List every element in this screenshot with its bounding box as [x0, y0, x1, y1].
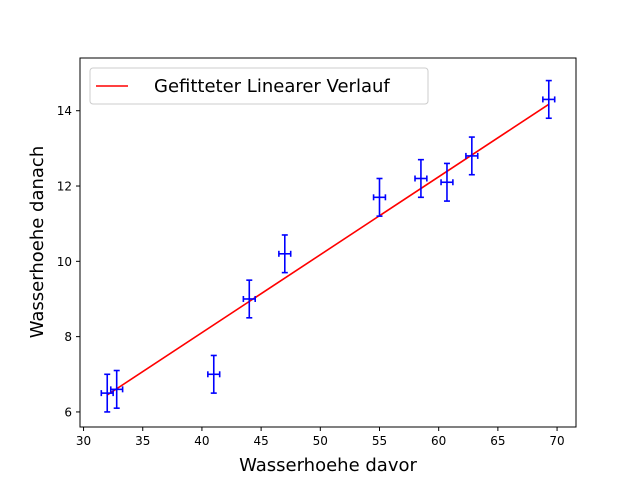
- y-tick-label: 14: [57, 104, 72, 118]
- data-point: [414, 158, 428, 199]
- x-tick-label: 45: [253, 434, 268, 448]
- data-point: [542, 79, 556, 120]
- x-tick-label: 60: [431, 434, 446, 448]
- y-tick-label: 6: [64, 405, 72, 419]
- legend-box: [89, 67, 429, 105]
- plot-area: [100, 79, 556, 413]
- data-point: [100, 373, 114, 413]
- legend-label: Gefitteter Linearer Verlauf: [154, 76, 390, 97]
- axes-frame: [79, 57, 577, 428]
- legend: Gefitteter Linearer Verlauf: [89, 67, 429, 105]
- data-point: [465, 136, 479, 176]
- data-point: [278, 234, 292, 274]
- data-point: [109, 369, 124, 409]
- x-tick-label: 65: [490, 434, 505, 448]
- y-tick-label: 8: [64, 330, 72, 344]
- x-tick-label: 55: [372, 434, 387, 448]
- y-tick-label: 12: [57, 180, 72, 194]
- x-tick-label: 50: [313, 434, 328, 448]
- data-point: [440, 162, 454, 202]
- x-tick-label: 35: [135, 434, 150, 448]
- fit-line: [106, 103, 550, 396]
- data-point: [372, 177, 387, 217]
- axes: 30 35 40 45 50 55 60 65 70 6 8 10 12 14: [57, 57, 577, 448]
- x-tick-label: 70: [549, 434, 564, 448]
- x-tick-label: 40: [194, 434, 209, 448]
- data-point: [242, 279, 256, 319]
- x-tick-label: 30: [76, 434, 91, 448]
- x-axis-label: Wasserhoehe davor: [239, 455, 417, 476]
- data-point: [207, 354, 221, 394]
- y-axis-label: Wasserhoehe danach: [27, 146, 48, 339]
- y-tick-label: 10: [57, 255, 72, 269]
